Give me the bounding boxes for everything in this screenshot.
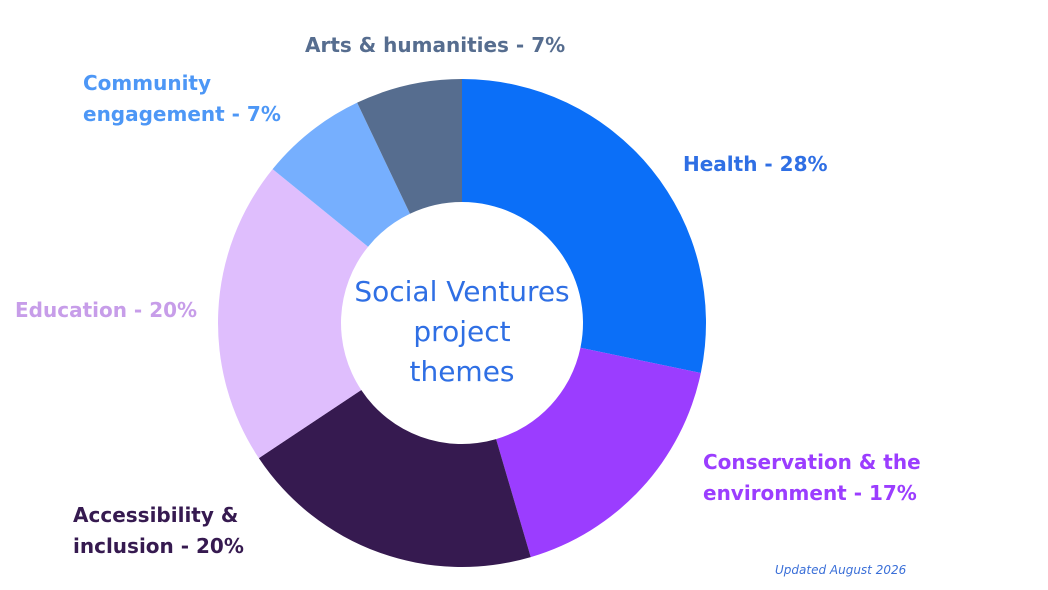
donut-slice-1	[496, 347, 701, 558]
updated-footnote: Updated August 2026	[775, 563, 907, 577]
slice-label-community: Community engagement - 7%	[83, 71, 281, 126]
donut-slice-5	[357, 79, 462, 214]
donut-slice-0	[462, 79, 706, 373]
slice-label-conservation: Conservation & the environment - 17%	[703, 450, 921, 505]
slice-label-education: Education - 20%	[15, 298, 198, 322]
slice-label-accessibility: Accessibility & inclusion - 20%	[73, 503, 244, 558]
donut-slice-3	[217, 169, 369, 459]
chart-title: Social Ventures project themes	[354, 275, 570, 388]
donut-slice-2	[258, 390, 531, 567]
donut-slices	[217, 79, 706, 567]
slice-label-health: Health - 28%	[683, 152, 828, 176]
donut-slice-4	[272, 102, 410, 247]
slice-label-arts: Arts & humanities - 7%	[305, 33, 566, 57]
